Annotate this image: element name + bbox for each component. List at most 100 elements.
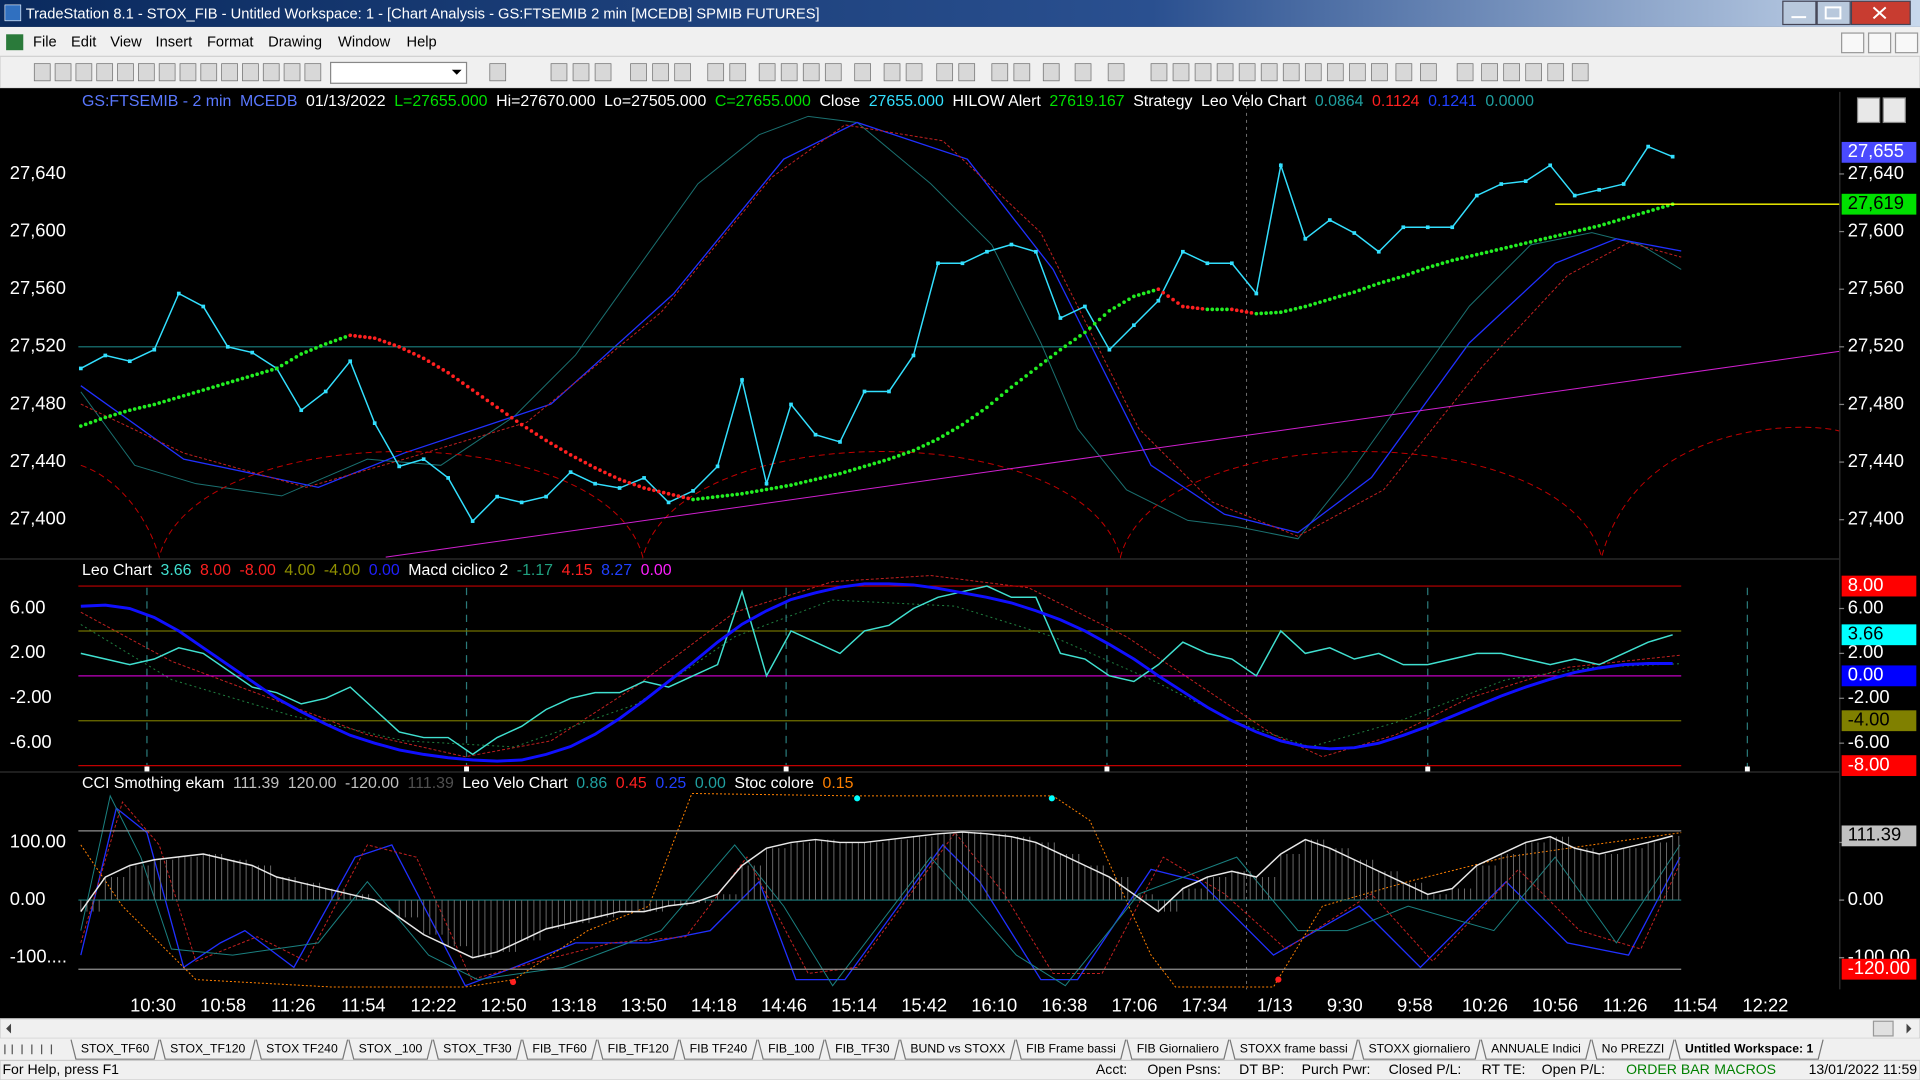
tool-button[interactable]	[1216, 63, 1234, 82]
tool-button[interactable]	[75, 63, 93, 82]
tool-button[interactable]	[1172, 63, 1190, 82]
tab[interactable]: FIB Frame bassi	[1026, 1042, 1116, 1056]
minimize-button[interactable]	[1782, 0, 1817, 26]
tool-button[interactable]	[936, 63, 954, 82]
tool-button[interactable]	[1349, 63, 1366, 82]
tool-button[interactable]	[1304, 63, 1322, 82]
tab[interactable]: STOX_TF120	[170, 1042, 245, 1056]
tab[interactable]: BUND vs STOXX	[910, 1042, 1005, 1056]
tool-button[interactable]	[1260, 63, 1278, 82]
tool-button[interactable]	[117, 63, 134, 82]
tab[interactable]: STOX_TF60	[81, 1042, 150, 1056]
tool-button[interactable]	[1238, 63, 1256, 82]
mdi-minimize[interactable]	[1841, 32, 1865, 54]
tab[interactable]: Untitled Workspace: 1	[1685, 1042, 1813, 1056]
tool-button[interactable]	[991, 63, 1009, 82]
tool-button[interactable]	[1150, 63, 1168, 82]
tool-button[interactable]	[489, 63, 507, 82]
symbol-dropdown[interactable]	[330, 61, 468, 84]
tool-button[interactable]	[54, 63, 72, 82]
tool-button[interactable]	[802, 63, 820, 82]
maximize-button[interactable]	[1816, 0, 1851, 26]
tab[interactable]: STOXX giornaliero	[1368, 1042, 1470, 1056]
tool-button[interactable]	[1395, 63, 1413, 82]
scroll-thumb[interactable]	[1872, 1020, 1894, 1037]
tool-button[interactable]	[1042, 63, 1060, 82]
tool-button[interactable]	[1282, 63, 1300, 82]
average-dot	[872, 461, 877, 466]
tool-button[interactable]	[283, 63, 301, 82]
tool-button[interactable]	[674, 63, 691, 82]
average-dot	[867, 463, 872, 467]
tool-button[interactable]	[824, 63, 842, 82]
side-restore[interactable]	[1882, 97, 1906, 124]
price-point	[446, 476, 450, 480]
tool-button[interactable]	[33, 63, 51, 82]
tool-button[interactable]	[1420, 63, 1437, 82]
tool-button[interactable]	[1371, 63, 1388, 82]
tool-button[interactable]	[1456, 63, 1474, 82]
menu-item[interactable]: Help	[407, 35, 437, 51]
mdi-close[interactable]	[1894, 32, 1919, 54]
tool-button[interactable]	[1326, 63, 1344, 82]
tool-button[interactable]	[1547, 63, 1565, 82]
tool-button[interactable]	[1481, 63, 1498, 82]
tab[interactable]: No PREZZI	[1602, 1042, 1665, 1056]
menu-item[interactable]: File	[33, 35, 57, 51]
tab[interactable]: ANNUALE Indici	[1491, 1042, 1581, 1056]
tab[interactable]: STOX _100	[359, 1042, 423, 1056]
tab[interactable]: FIB_TF120	[608, 1042, 669, 1056]
average-dot	[828, 474, 833, 478]
tool-button[interactable]	[905, 63, 923, 82]
tool-button[interactable]	[96, 63, 114, 82]
scrollbar[interactable]	[0, 1018, 1920, 1039]
menu-item[interactable]: Edit	[71, 35, 96, 51]
tool-button[interactable]	[242, 63, 259, 82]
tab[interactable]: FIB_TF30	[835, 1042, 890, 1056]
tool-button[interactable]	[780, 63, 798, 82]
menu-item[interactable]: Drawing	[268, 35, 322, 51]
tab[interactable]: STOX TF240	[266, 1042, 338, 1056]
tool-button[interactable]	[707, 63, 725, 82]
average-dot	[142, 404, 147, 409]
tool-button[interactable]	[1194, 63, 1212, 82]
series-line	[80, 582, 1673, 763]
tool-button[interactable]	[652, 63, 669, 82]
menu-item[interactable]: Format	[207, 35, 254, 51]
tab[interactable]: FIB_TF60	[532, 1042, 587, 1056]
tool-button[interactable]	[304, 63, 322, 82]
tool-button[interactable]	[883, 63, 901, 82]
tool-button[interactable]	[1074, 63, 1092, 82]
side-minimize[interactable]	[1856, 97, 1881, 124]
tool-button[interactable]	[158, 63, 176, 82]
tool-button[interactable]	[729, 63, 747, 82]
tool-button[interactable]	[854, 63, 871, 82]
tool-button[interactable]	[221, 63, 238, 82]
tool-button[interactable]	[1525, 63, 1542, 82]
tool-button[interactable]	[550, 63, 568, 82]
tool-button[interactable]	[572, 63, 590, 82]
y-tick-label: 2.00	[10, 641, 46, 662]
menu-item[interactable]: View	[110, 35, 142, 51]
mdi-restore[interactable]	[1867, 32, 1892, 54]
tab[interactable]: FIB TF240	[690, 1042, 748, 1056]
tool-button[interactable]	[200, 63, 218, 82]
tool-button[interactable]	[630, 63, 647, 82]
tool-button[interactable]	[958, 63, 976, 82]
tool-button[interactable]	[1571, 63, 1589, 82]
menu-item[interactable]: Insert	[156, 35, 193, 51]
tool-button[interactable]	[1013, 63, 1031, 82]
tool-button[interactable]	[179, 63, 197, 82]
tool-button[interactable]	[262, 63, 280, 82]
tool-button[interactable]	[138, 63, 155, 82]
tab[interactable]: FIB_100	[768, 1042, 814, 1056]
tab[interactable]: STOXX frame bassi	[1240, 1042, 1348, 1056]
tool-button[interactable]	[594, 63, 612, 82]
tab[interactable]: FIB Giornaliero	[1137, 1042, 1219, 1056]
tool-button[interactable]	[758, 63, 776, 82]
menu-item[interactable]: Window	[338, 35, 391, 51]
tab[interactable]: STOX_TF30	[443, 1042, 512, 1056]
tool-button[interactable]	[1107, 63, 1125, 82]
tool-button[interactable]	[1503, 63, 1520, 82]
average-dot	[1293, 306, 1298, 311]
